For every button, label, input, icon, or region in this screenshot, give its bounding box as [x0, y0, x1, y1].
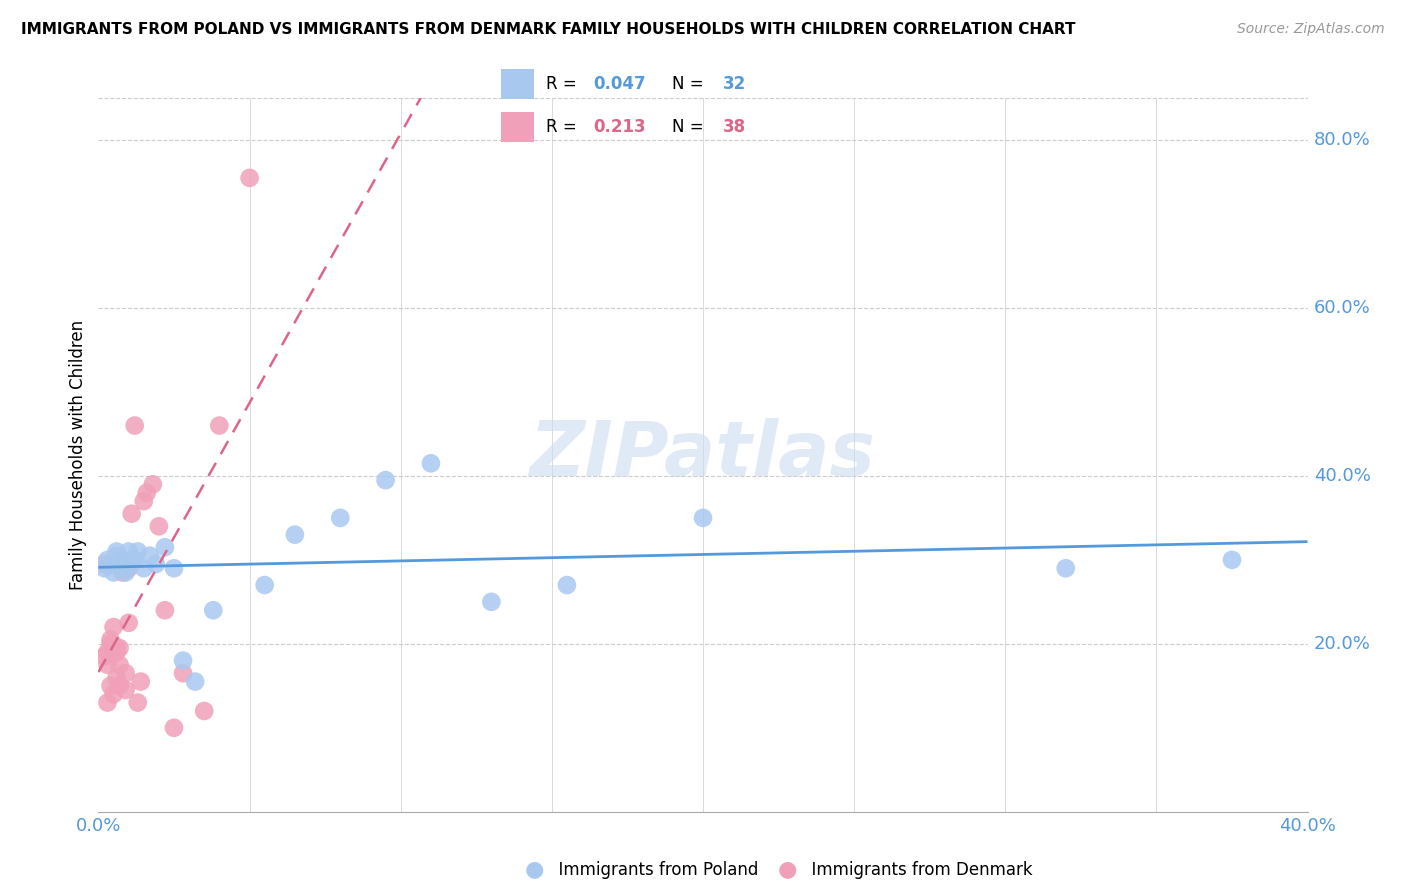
Point	[163, 721, 186, 735]
Point	[96, 645, 118, 659]
Text: 40.0%: 40.0%	[1313, 467, 1371, 485]
Text: Immigrants from Poland: Immigrants from Poland	[548, 861, 759, 879]
Text: 80.0%: 80.0%	[1313, 131, 1371, 149]
Text: 60.0%: 60.0%	[1313, 299, 1371, 317]
Point	[239, 170, 262, 185]
Point	[148, 519, 170, 533]
Point	[96, 553, 118, 567]
FancyBboxPatch shape	[501, 112, 534, 142]
Point	[124, 418, 146, 433]
Point	[105, 640, 128, 655]
Point	[114, 566, 136, 580]
Point	[100, 632, 122, 647]
Point	[329, 511, 352, 525]
Y-axis label: Family Households with Children: Family Households with Children	[69, 320, 87, 590]
Point	[96, 657, 118, 672]
FancyBboxPatch shape	[501, 70, 534, 99]
Point	[96, 696, 118, 710]
Point	[108, 657, 131, 672]
Point	[111, 561, 134, 575]
Text: ●: ●	[524, 860, 544, 880]
Text: R =: R =	[546, 75, 576, 93]
Point	[132, 561, 155, 575]
Point	[374, 473, 396, 487]
Point	[118, 544, 141, 558]
Text: 0.047: 0.047	[593, 75, 645, 93]
Point	[135, 485, 157, 500]
Point	[1054, 561, 1077, 575]
Point	[111, 553, 134, 567]
Point	[124, 553, 146, 567]
Point	[108, 640, 131, 655]
Point	[172, 666, 194, 681]
Point	[692, 511, 714, 525]
Point	[145, 557, 167, 571]
Point	[100, 679, 122, 693]
Point	[111, 561, 134, 575]
Text: Source: ZipAtlas.com: Source: ZipAtlas.com	[1237, 22, 1385, 37]
Text: 0.213: 0.213	[593, 119, 645, 136]
Text: 32: 32	[723, 75, 747, 93]
Point	[1220, 553, 1243, 567]
Point	[93, 649, 115, 664]
Point	[127, 696, 149, 710]
Point	[208, 418, 231, 433]
Text: 20.0%: 20.0%	[1313, 635, 1371, 653]
Point	[139, 549, 162, 563]
Point	[202, 603, 225, 617]
Point	[103, 566, 125, 580]
Point	[105, 549, 128, 563]
Text: ZIPatlas: ZIPatlas	[530, 418, 876, 491]
Point	[121, 557, 143, 571]
Point	[481, 595, 503, 609]
Point	[284, 527, 307, 541]
Point	[132, 494, 155, 508]
Point	[93, 561, 115, 575]
Point	[172, 654, 194, 668]
Point	[153, 603, 176, 617]
Point	[105, 645, 128, 659]
Point	[100, 637, 122, 651]
Text: Immigrants from Denmark: Immigrants from Denmark	[801, 861, 1033, 879]
Point	[184, 674, 207, 689]
Point	[114, 666, 136, 681]
Text: IMMIGRANTS FROM POLAND VS IMMIGRANTS FROM DENMARK FAMILY HOUSEHOLDS WITH CHILDRE: IMMIGRANTS FROM POLAND VS IMMIGRANTS FRO…	[21, 22, 1076, 37]
Point	[121, 507, 143, 521]
Point	[163, 561, 186, 575]
Point	[103, 640, 125, 655]
Point	[103, 687, 125, 701]
Point	[108, 679, 131, 693]
Text: R =: R =	[546, 119, 576, 136]
Point	[105, 670, 128, 684]
Text: ●: ●	[778, 860, 797, 880]
Point	[127, 544, 149, 558]
Point	[142, 477, 165, 491]
Text: N =: N =	[672, 75, 703, 93]
Text: N =: N =	[672, 119, 703, 136]
Text: 38: 38	[723, 119, 745, 136]
Point	[108, 557, 131, 571]
Point	[111, 553, 134, 567]
Point	[105, 544, 128, 558]
Point	[129, 674, 152, 689]
Point	[419, 456, 441, 470]
Point	[153, 541, 176, 555]
Point	[111, 566, 134, 580]
Point	[118, 615, 141, 630]
Point	[555, 578, 578, 592]
Point	[114, 683, 136, 698]
Point	[100, 557, 122, 571]
Point	[93, 557, 115, 571]
Point	[103, 620, 125, 634]
Point	[193, 704, 215, 718]
Point	[118, 561, 141, 575]
Point	[253, 578, 276, 592]
